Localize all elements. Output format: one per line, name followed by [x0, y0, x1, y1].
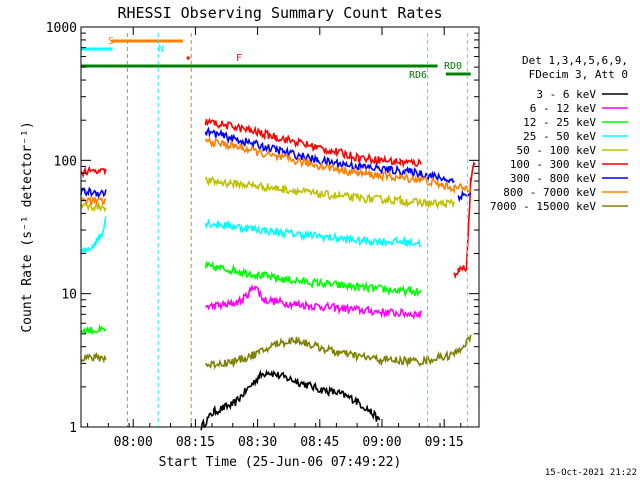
series-7000-15000-kev-segment-0: [80, 351, 107, 364]
y-tick-label-3: 1000: [46, 21, 77, 36]
x-tick-label-4: 09:00: [362, 435, 401, 450]
series-300-800-kev: [80, 126, 472, 203]
series-12-25-kev: [80, 260, 422, 335]
flag-rd6-label: RD6: [409, 70, 427, 81]
series-50-100-kev: [80, 175, 455, 213]
plot-frame: [80, 26, 480, 428]
series-100-300-kev-segment-0: [80, 165, 107, 179]
tick-layer: 08:00 08:15 08:30 08:45 09:00 09:15 1 10 100 1000: [46, 21, 479, 450]
flag-rd6: RD6: [409, 70, 471, 81]
flag-n-label: N: [158, 44, 164, 55]
series-25-50-kev: [80, 216, 422, 255]
x-tick-label-0: 08:00: [114, 435, 153, 450]
y-tick-label-2: 100: [54, 154, 77, 169]
flag-rd0-label: RD0: [444, 61, 462, 72]
series-12-25-kev-segment-1: [204, 260, 422, 299]
series-100-300-kev-segment-1: [204, 117, 422, 169]
series-100-300-kev-segment-2: [453, 160, 476, 280]
legend-header-line-1: FDecim 3, Att 0: [529, 68, 628, 81]
y-tick-label-1: 10: [61, 288, 77, 303]
legend-label-25-50-kev: 25 - 50 keV: [523, 130, 596, 143]
series-25-50-kev-segment-0: [80, 216, 107, 255]
series-100-300-kev: [80, 117, 476, 280]
y-axis-label: Count Rate (s⁻¹ detector⁻¹): [20, 121, 35, 332]
series-layer: [80, 117, 476, 431]
flag-layer: S N F RD0 RD6: [81, 33, 471, 427]
x-axis-label: Start Time (25-Jun-06 07:49:22): [159, 455, 402, 470]
series-7000-15000-kev: [80, 334, 472, 370]
flag-rd0: RD0: [81, 61, 462, 72]
chart-title: RHESSI Observing Summary Count Rates: [117, 4, 442, 22]
footer-date: 15-Oct-2021 21:22: [545, 468, 637, 478]
x-tick-label-5: 09:15: [425, 435, 464, 450]
series-3-6-kev-segment-0: [200, 369, 381, 431]
series-6-12-kev-segment-0: [204, 283, 422, 320]
y-tick-label-0: 1: [69, 421, 77, 436]
legend-label-50-100-kev: 50 - 100 keV: [517, 144, 597, 157]
series-25-50-kev-segment-1: [204, 218, 422, 248]
series-3-6-kev: [200, 369, 381, 431]
legend-label-6-12-kev: 6 - 12 keV: [530, 102, 597, 115]
legend-label-12-25-kev: 12 - 25 keV: [523, 116, 596, 129]
flag-s: S: [108, 36, 183, 47]
legend-label-300-800-kev: 300 - 800 keV: [510, 172, 596, 185]
legend-label-100-300-kev: 100 - 300 keV: [510, 158, 596, 171]
legend-label-3-6-kev: 3 - 6 keV: [536, 88, 596, 101]
flag-f: F: [186, 53, 242, 64]
legend: Det 1,3,4,5,6,9,FDecim 3, Att 0 3 - 6 keV…: [490, 54, 628, 213]
legend-label-800-7000-kev: 800 - 7000 keV: [503, 186, 596, 199]
flag-f-label: F: [236, 53, 242, 64]
series-6-12-kev: [204, 283, 422, 320]
series-7000-15000-kev-segment-1: [204, 334, 472, 370]
flag-s-label: S: [108, 36, 114, 47]
series-12-25-kev-segment-0: [80, 323, 107, 335]
series-50-100-kev-segment-1: [204, 175, 455, 210]
x-tick-label-2: 08:30: [238, 435, 277, 450]
series-50-100-kev-segment-0: [80, 201, 107, 213]
x-tick-label-1: 08:15: [176, 435, 215, 450]
series-300-800-kev-segment-0: [80, 186, 107, 199]
x-tick-label-3: 08:45: [300, 435, 339, 450]
legend-header-line-0: Det 1,3,4,5,6,9,: [522, 54, 628, 67]
legend-label-7000-15000-kev: 7000 - 15000 keV: [490, 200, 596, 213]
flag-n: N: [81, 44, 164, 55]
series-300-800-kev-segment-2: [457, 189, 472, 203]
series-300-800-kev-segment-1: [204, 126, 455, 184]
